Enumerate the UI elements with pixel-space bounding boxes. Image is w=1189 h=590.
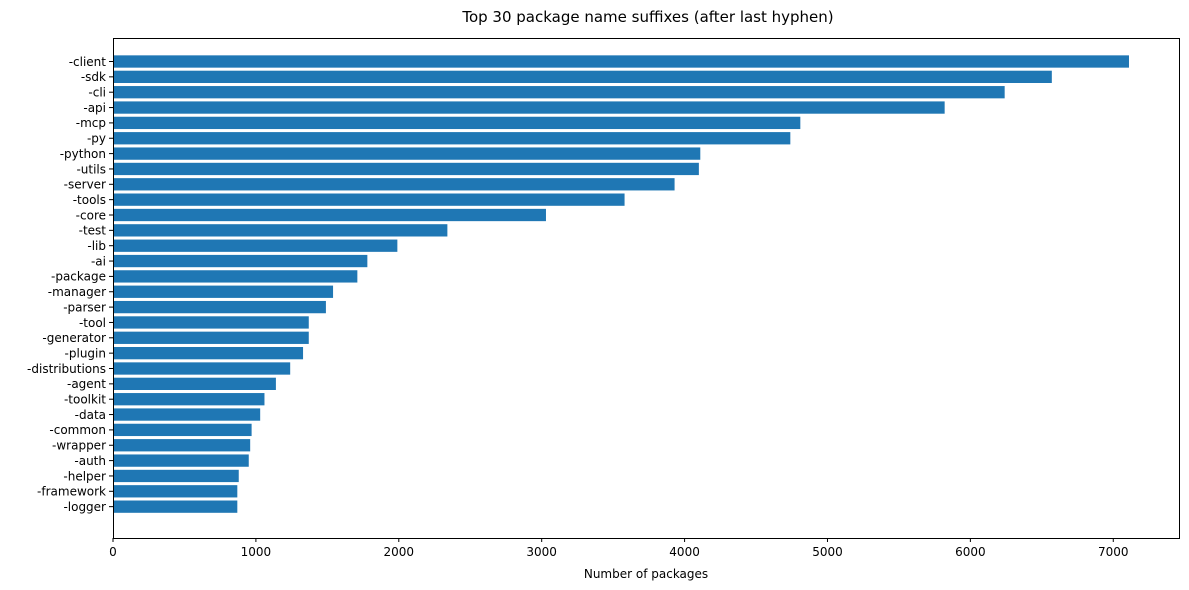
bar-cli: [113, 86, 1005, 99]
x-tick-label: 4000: [669, 545, 700, 559]
y-axis-ticks: -client-sdk -cli-api-mcp -py-python-utils -…: [27, 55, 113, 514]
y-tick-label: -tool: [79, 316, 106, 330]
bar-py: [113, 132, 791, 145]
x-tick-label: 0: [109, 545, 117, 559]
y-tick-label: -logger: [63, 500, 106, 514]
y-tick-label: -wrapper: [52, 439, 106, 453]
bar-utils: [113, 162, 699, 176]
y-tick-label: -server: [64, 178, 106, 192]
x-tick-label: 7000: [1098, 545, 1129, 559]
bar-data: [113, 408, 261, 421]
bar-test: [113, 224, 448, 237]
bar-mcp: [113, 116, 801, 130]
bar-client: [113, 55, 1129, 68]
y-tick-label: -ai: [91, 254, 106, 268]
y-tick-label: -generator: [42, 331, 106, 345]
y-tick-label: -helper: [63, 469, 106, 483]
bar-plugin: [113, 347, 304, 360]
bar-auth: [113, 454, 249, 467]
plot-frame: [113, 38, 1180, 539]
bar-core: [113, 208, 546, 222]
y-tick-label: -py: [87, 132, 106, 146]
y-tick-label: -lib: [87, 239, 106, 253]
y-tick-label: -common: [49, 423, 106, 437]
bar-parser: [113, 300, 326, 314]
bar-package: [113, 270, 358, 283]
bar-generator: [113, 331, 309, 344]
x-axis-label: Number of packages: [584, 567, 708, 581]
x-tick-label: 3000: [526, 545, 557, 559]
bar-framework: [113, 485, 238, 498]
y-tick-label: -data: [75, 408, 106, 422]
y-tick-label: -api: [83, 101, 106, 115]
x-tick-label: 6000: [955, 545, 986, 559]
x-tick-label: 1000: [241, 545, 272, 559]
x-tick-label: 2000: [384, 545, 415, 559]
y-tick-label: -python: [60, 147, 106, 161]
bar-logger: [113, 500, 238, 513]
y-tick-label: -client: [69, 55, 107, 69]
y-tick-label: -package: [51, 270, 106, 284]
bar-manager: [113, 285, 334, 298]
y-tick-label: -framework: [37, 485, 106, 499]
bar-sdk: [113, 70, 1052, 83]
y-tick-label: -auth: [74, 454, 106, 468]
bar-tools: [113, 193, 625, 206]
y-tick-label: -distributions: [27, 362, 106, 376]
bar-wrapper: [113, 439, 251, 452]
y-tick-label: -mcp: [76, 116, 106, 130]
y-tick-label: -manager: [48, 285, 106, 299]
x-tick-label: 5000: [812, 545, 843, 559]
bar-tool: [113, 316, 309, 329]
bar-distributions: [113, 362, 291, 375]
y-tick-label: -parser: [63, 300, 106, 314]
chart-title: Top 30 package name suffixes (after last…: [461, 8, 833, 26]
bar-helper: [113, 469, 239, 483]
y-tick-label: -core: [76, 208, 106, 222]
bar-python: [113, 147, 701, 160]
y-tick-label: -sdk: [81, 70, 106, 84]
bar-agent: [113, 377, 276, 390]
y-tick-label: -utils: [76, 162, 106, 176]
y-tick-label: -tools: [73, 193, 106, 207]
bar-api: [113, 101, 945, 114]
x-axis-ticks: 0 1000 2000 3000 4000 5000 6000 7000: [109, 538, 1129, 559]
y-tick-label: -test: [79, 224, 107, 238]
y-tick-label: -agent: [67, 377, 106, 391]
bar-server: [113, 178, 675, 191]
bars-group: [113, 55, 1129, 513]
bar-common: [113, 423, 252, 437]
bar-lib: [113, 239, 398, 252]
bar-toolkit: [113, 393, 265, 406]
y-tick-label: -cli: [88, 86, 106, 100]
bar-ai: [113, 254, 368, 268]
y-tick-label: -plugin: [65, 346, 106, 360]
y-tick-label: -toolkit: [64, 393, 106, 407]
